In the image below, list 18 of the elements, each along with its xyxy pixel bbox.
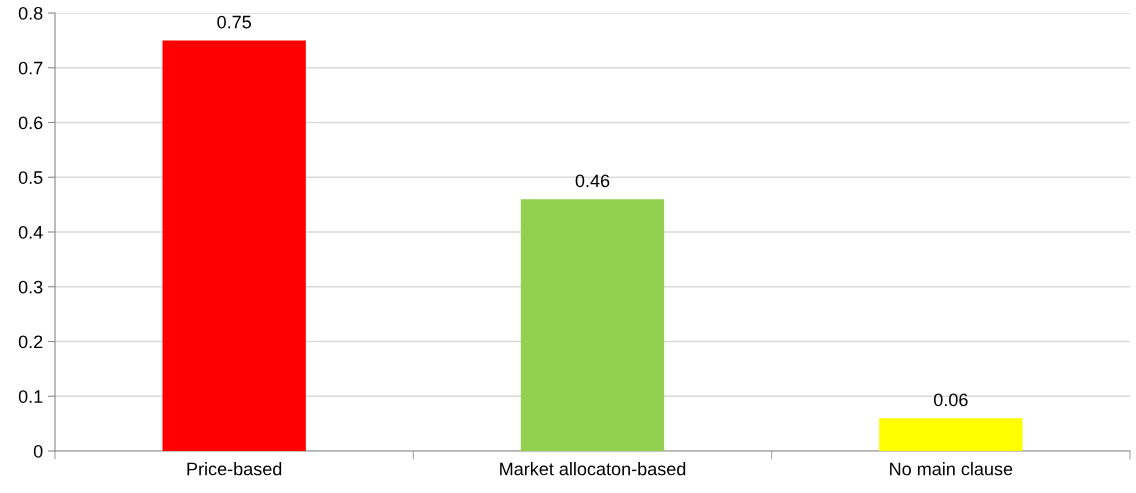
data-label: 0.46 — [575, 174, 610, 188]
y-tick-label: 0.2 — [18, 335, 43, 349]
y-tick-label: 0.8 — [18, 6, 43, 20]
y-tick-label: 0.1 — [18, 390, 43, 403]
x-tick-label: No main clause — [890, 462, 1013, 476]
y-tick-label: 0 — [33, 444, 43, 458]
bar — [162, 40, 306, 451]
x-tick-label: Market allocaton-based — [500, 462, 686, 476]
y-tick-label: 0.4 — [18, 225, 43, 239]
bar — [879, 418, 1023, 451]
y-tick-label: 0.6 — [18, 116, 43, 130]
data-label: 0.06 — [933, 393, 968, 407]
x-tick-label: Price-based — [187, 462, 282, 476]
bar — [520, 199, 665, 451]
y-tick-label: 0.5 — [18, 171, 43, 184]
y-tick-label: 0.7 — [18, 61, 43, 75]
data-label: 0.75 — [217, 15, 251, 29]
y-tick-label: 0.3 — [18, 280, 43, 294]
